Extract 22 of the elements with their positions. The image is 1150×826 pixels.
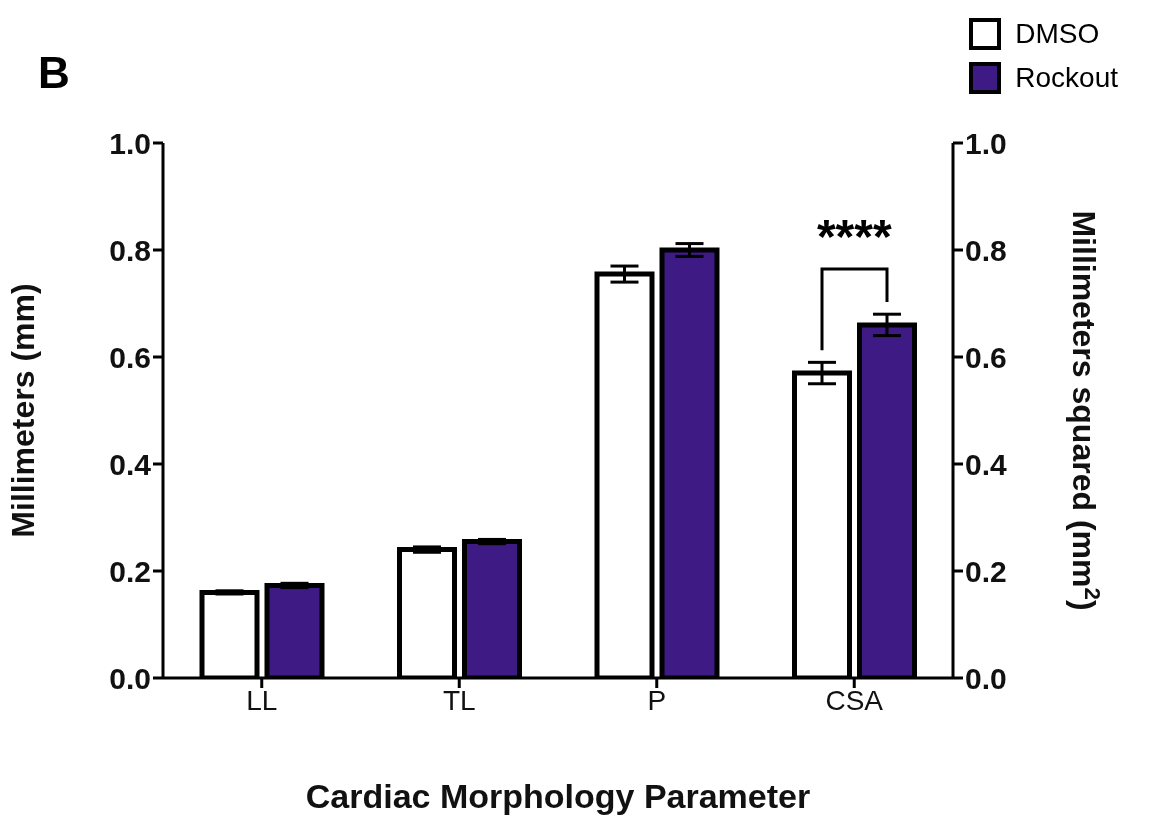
legend-label: DMSO — [1015, 18, 1100, 50]
y-tick-label: 1.0 — [109, 126, 151, 160]
x-tick-label: P — [647, 684, 667, 716]
annotation: **** — [815, 209, 893, 265]
y2-tick-label: 0.0 — [965, 661, 1007, 695]
y2-tick-label: 0.8 — [965, 233, 1007, 267]
y2-tick-label: 0.2 — [965, 554, 1007, 588]
y-tick-label: 0.2 — [109, 554, 151, 588]
chart-title: B — [38, 48, 70, 98]
x-tick-label: CSA — [825, 684, 884, 716]
y-tick-label: 0.0 — [109, 661, 151, 695]
y-tick-label: 0.8 — [109, 233, 151, 267]
x-tick-label: LL — [246, 684, 278, 716]
y2-tick-label: 0.4 — [965, 447, 1008, 481]
legend-label: Rockout — [1015, 62, 1118, 94]
y2-tick-label: 0.6 — [965, 340, 1007, 374]
y-tick-label: 0.4 — [109, 447, 152, 481]
y-axis-title: Millimeters (mm) — [5, 283, 42, 538]
y2-tick-label: 1.0 — [965, 126, 1007, 160]
x-axis-title: Cardiac Morphology Parameter — [305, 777, 811, 815]
y-tick-label: 0.6 — [109, 340, 151, 374]
x-tick-label: TL — [442, 684, 476, 716]
